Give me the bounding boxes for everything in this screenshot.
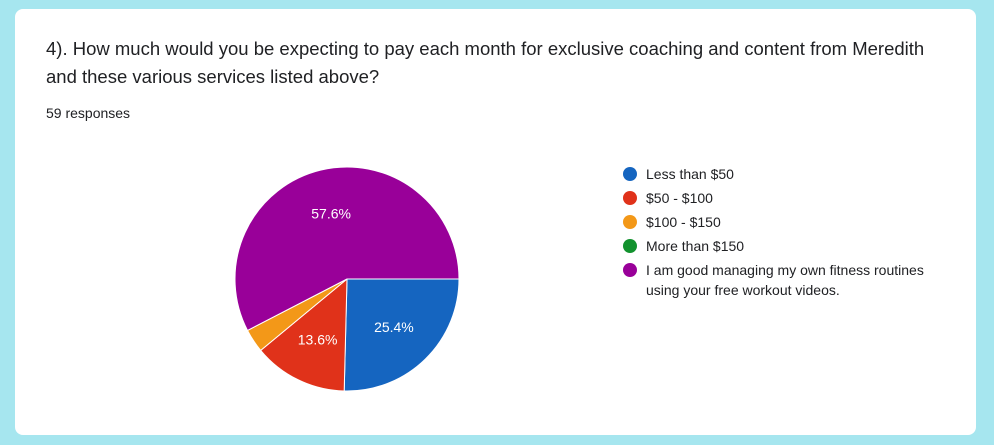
legend-item-4: I am good managing my own fitness routin… bbox=[623, 260, 943, 300]
legend-swatch-icon bbox=[623, 239, 637, 253]
legend-item-2: $100 - $150 bbox=[623, 212, 943, 232]
legend-swatch-icon bbox=[623, 167, 637, 181]
chart-legend: Less than $50 $50 - $100 $100 - $150 More t… bbox=[623, 164, 943, 304]
legend-label: I am good managing my own fitness routin… bbox=[646, 262, 924, 298]
response-count: 59 responses bbox=[46, 105, 131, 121]
legend-swatch-icon bbox=[623, 263, 637, 277]
question-title: 4). How much would you be expecting to p… bbox=[46, 38, 925, 87]
legend-swatch-icon bbox=[623, 191, 637, 205]
legend-label: Less than $50 bbox=[646, 166, 734, 182]
legend-item-0: Less than $50 bbox=[623, 164, 943, 184]
pie-slice-4 bbox=[234, 166, 460, 332]
legend-swatch-icon bbox=[623, 215, 637, 229]
pie-slice-1 bbox=[259, 277, 348, 392]
pie-label-0: 25.4% bbox=[374, 319, 414, 335]
question-card: 4). How much would you be expecting to p… bbox=[15, 9, 976, 435]
legend-label: More than $150 bbox=[646, 238, 745, 254]
legend-label: $50 - $100 bbox=[646, 190, 713, 206]
pie-label-1: 13.6% bbox=[298, 331, 338, 347]
pie-label-4: 57.6% bbox=[311, 206, 351, 222]
legend-label: $100 - $150 bbox=[646, 214, 721, 230]
pie-chart: 25.4% 13.6% 57.6% bbox=[234, 166, 460, 392]
legend-item-3: More than $150 bbox=[623, 236, 943, 256]
legend-item-1: $50 - $100 bbox=[623, 188, 943, 208]
pie-slice-0 bbox=[343, 278, 460, 392]
